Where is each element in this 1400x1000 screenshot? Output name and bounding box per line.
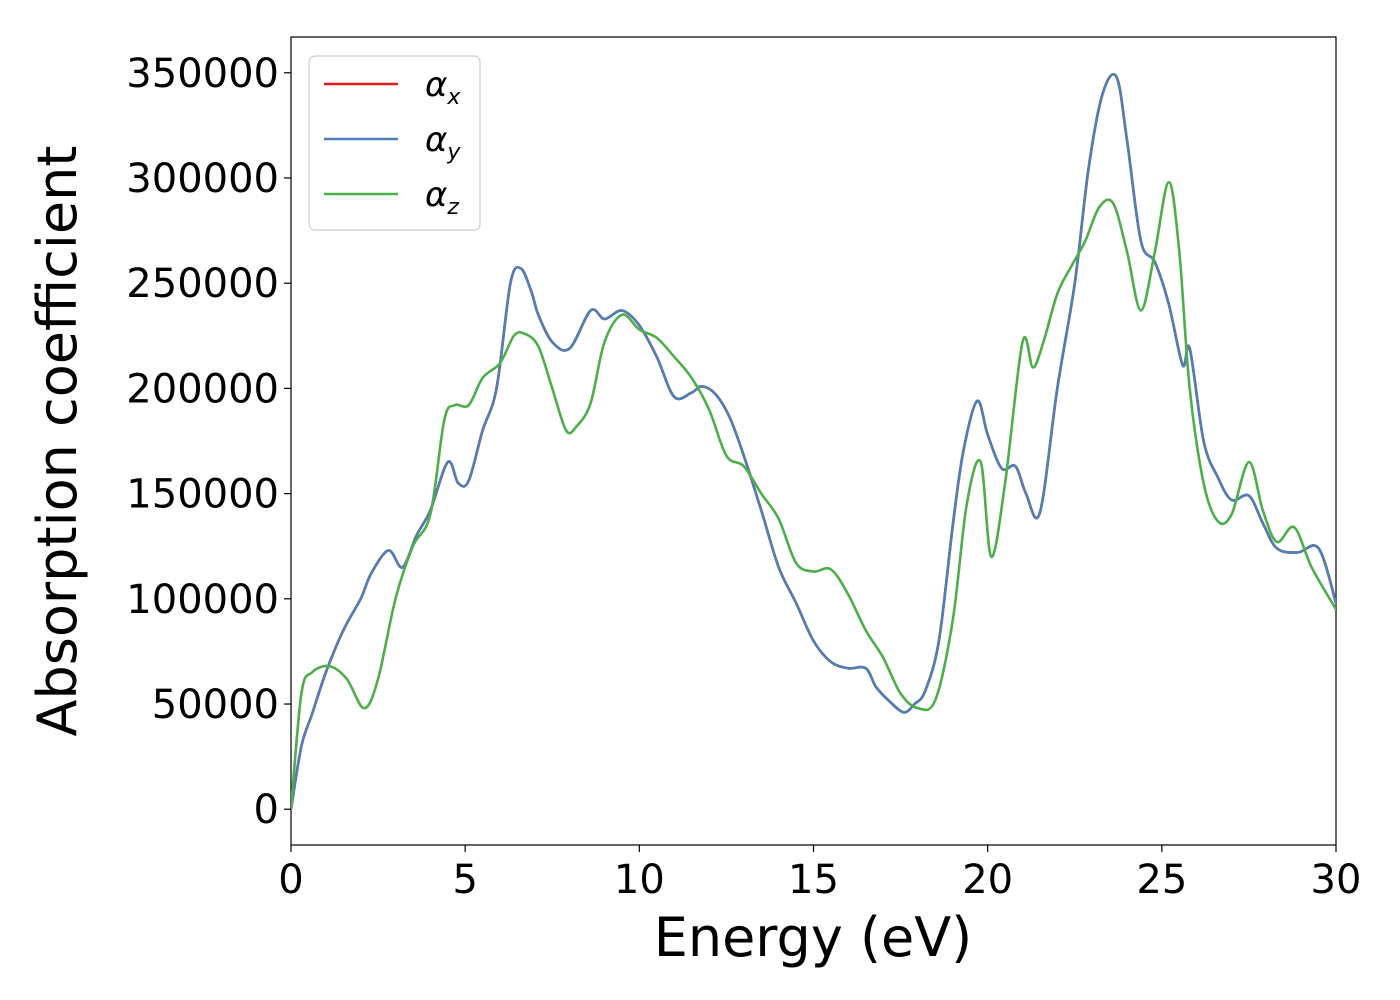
x-tick-label: 0 xyxy=(278,857,303,903)
legend-box xyxy=(308,55,481,231)
x-tick-label: 15 xyxy=(788,857,839,903)
x-tick-label: 30 xyxy=(1311,857,1362,903)
x-tick-label: 20 xyxy=(962,857,1013,903)
y-tick-label: 0 xyxy=(254,787,279,833)
y-axis-ticks: 0 50000 100000 150000 200000 250000 300000 3500… xyxy=(126,51,291,833)
y-tick-label: 200000 xyxy=(126,366,279,412)
y-tick-label: 100000 xyxy=(126,577,279,623)
y-tick-label: 150000 xyxy=(126,472,279,518)
series-line-y xyxy=(291,72,1336,811)
series-line-z xyxy=(291,180,1336,811)
x-tick-label: 5 xyxy=(452,857,477,903)
y-tick-label: 300000 xyxy=(126,156,279,202)
x-axis-ticks: 0 5 10 15 20 25 30 xyxy=(278,845,1361,903)
x-tick-label: 25 xyxy=(1136,857,1187,903)
x-tick-label: 10 xyxy=(614,857,665,903)
y-tick-label: 250000 xyxy=(126,261,279,307)
y-tick-label: 50000 xyxy=(152,682,279,728)
y-tick-label: 350000 xyxy=(126,51,279,97)
y-axis-label: Absorption coefficient xyxy=(26,146,89,737)
series-layer xyxy=(291,72,1336,811)
x-axis-label: Energy (eV) xyxy=(654,906,973,969)
